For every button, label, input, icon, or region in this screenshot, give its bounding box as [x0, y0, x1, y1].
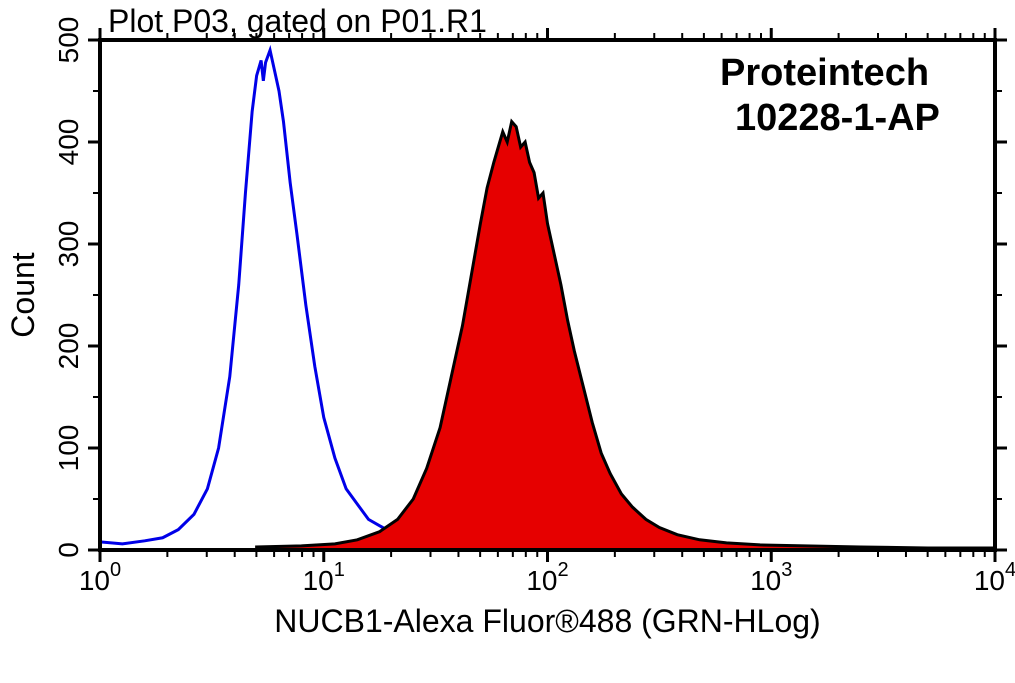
x-axis-label: NUCB1-Alexa Fluor®488 (GRN-HLog) [274, 603, 820, 639]
legend-line1: Proteintech [720, 52, 929, 94]
chart-svg: 0100200300400500Count100101102103104NUCB… [0, 0, 1015, 683]
svg-text:0: 0 [53, 542, 84, 558]
svg-text:300: 300 [53, 221, 84, 268]
svg-text:400: 400 [53, 119, 84, 166]
plot-title: Plot P03, gated on P01.R1 [108, 3, 487, 39]
legend-line2: 10228-1-AP [735, 97, 940, 139]
svg-text:200: 200 [53, 323, 84, 370]
flow-cytometry-histogram: 0100200300400500Count100101102103104NUCB… [0, 0, 1015, 683]
y-axis-label: Count [5, 252, 41, 338]
svg-text:500: 500 [53, 17, 84, 64]
svg-text:100: 100 [53, 425, 84, 472]
